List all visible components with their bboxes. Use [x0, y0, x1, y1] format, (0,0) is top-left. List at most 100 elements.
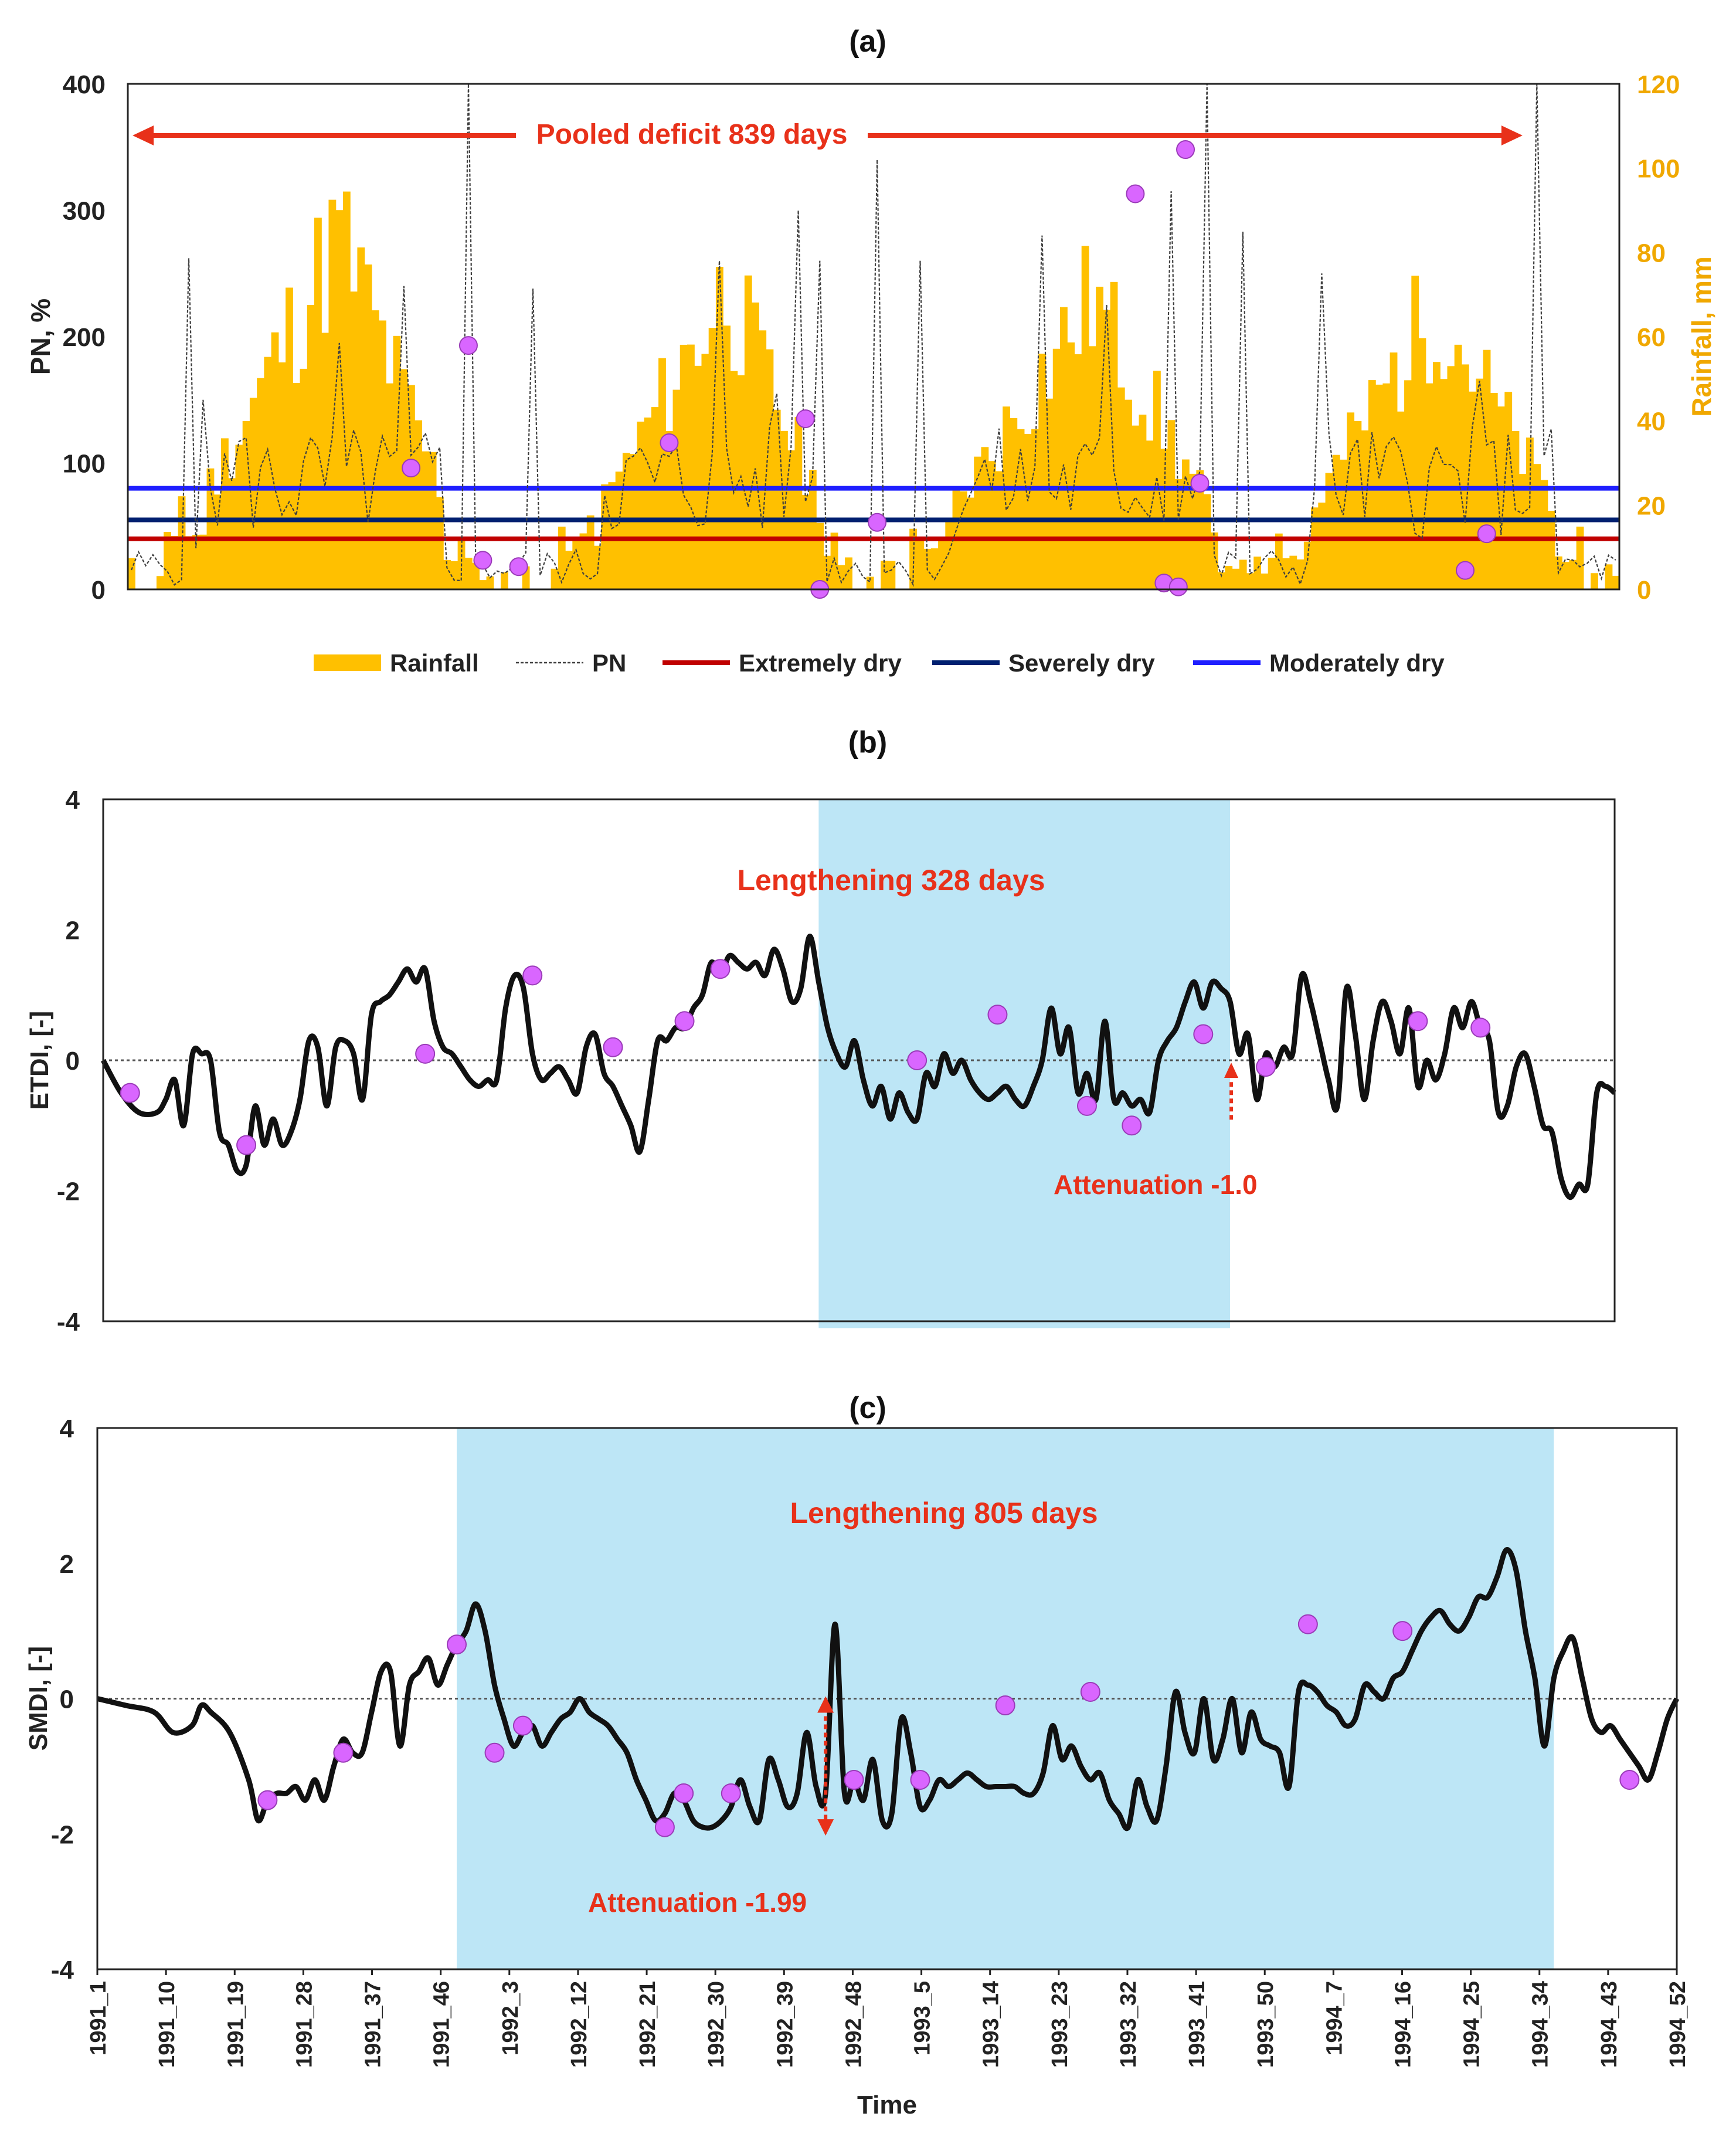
etdi-tick-label: 4	[66, 786, 80, 815]
rainfall-bar	[192, 535, 200, 589]
smdi-tick-label: -2	[51, 1820, 74, 1849]
legend-item-moderately-dry: Moderately dry	[1193, 649, 1445, 677]
etdi-marker	[1256, 1057, 1276, 1077]
rainfall-bar	[335, 210, 344, 589]
rainfall-bar	[1096, 286, 1103, 589]
etdi-marker	[907, 1050, 928, 1070]
rainfall-bar	[1483, 350, 1491, 589]
rainfall-bar	[1232, 568, 1240, 589]
rainfall-bar	[938, 538, 946, 589]
rainfall-bar	[1591, 573, 1598, 589]
etdi-marker	[236, 1135, 257, 1155]
time-tick-label: 1993_41	[1185, 1981, 1210, 2068]
rainfall-tick-label: 120	[1637, 70, 1680, 99]
time-tick-label: 1991_1	[86, 1981, 111, 2055]
rainfall-bar	[1174, 479, 1183, 589]
smdi-tick-label: 2	[60, 1550, 74, 1579]
rainfall-bar	[551, 568, 559, 589]
etdi-marker	[674, 1011, 695, 1032]
rainfall-bar	[1139, 415, 1147, 589]
rainfall-bar	[1038, 354, 1047, 589]
rainfall-bar	[974, 456, 982, 589]
rainfall-bar	[357, 247, 365, 589]
panel-a-label: (a)	[849, 25, 886, 59]
rainfall-bar	[271, 332, 279, 589]
rainfall-bar	[801, 494, 810, 589]
etdi-tick-label: -4	[57, 1308, 80, 1337]
rainfall-bar	[1181, 459, 1190, 589]
smdi-marker	[333, 1742, 354, 1763]
rainfall-bar	[1440, 379, 1448, 589]
rainfall-bar	[1218, 572, 1225, 589]
smdi-axis-label: SMDI, [-]	[24, 1646, 53, 1751]
rainfall-bar	[1569, 559, 1577, 589]
pn-tick-label: 100	[63, 450, 106, 479]
rainfall-bar	[342, 191, 351, 589]
rainfall-bar	[651, 407, 659, 589]
rainfall-bar	[1533, 464, 1541, 589]
etdi-markers	[120, 959, 1491, 1155]
rainfall-bar	[830, 532, 838, 589]
rainfall-bar	[1318, 503, 1326, 589]
smdi-lengthening-label: Lengthening 805 days	[790, 1497, 1098, 1529]
rainfall-bar	[766, 349, 774, 589]
rainfall-bar	[486, 576, 494, 589]
time-tick-label: 1992_12	[567, 1981, 592, 2068]
pn-line	[131, 83, 1616, 587]
rainfall-bar	[242, 420, 250, 589]
time-tick-label: 1992_3	[498, 1981, 523, 2055]
rainfall-bar	[400, 369, 408, 589]
rainfall-bar	[286, 287, 293, 589]
panel-c-label: (c)	[849, 1391, 886, 1425]
rainfall-bar	[995, 471, 1003, 589]
rainfall-bar	[1167, 420, 1176, 589]
legend-label: Moderately dry	[1269, 649, 1445, 677]
smdi-attenuation-label: Attenuation -1.99	[588, 1887, 807, 1918]
rainfall-bar	[479, 580, 487, 589]
etdi-attenuation-arrow	[1224, 1063, 1239, 1120]
rainfall-bar	[1354, 420, 1362, 589]
rainfall-bar	[579, 533, 587, 589]
rainfall-bar	[1017, 429, 1025, 589]
rainfall-bar	[723, 325, 731, 589]
rainfall-bar	[608, 482, 616, 589]
rainfall-bar	[1189, 473, 1197, 589]
rainfall-bar	[156, 576, 164, 589]
smdi-marker	[654, 1817, 675, 1837]
rainfall-bar	[1303, 541, 1312, 589]
pn-axis-ticks: 0 100 200 300 400	[63, 70, 106, 605]
etdi-tick-label: 0	[66, 1047, 80, 1076]
smdi-marker	[674, 1783, 694, 1804]
smdi-marker	[1297, 1614, 1318, 1634]
rainfall-bar	[1518, 474, 1527, 589]
rainfall-bar	[1289, 555, 1297, 589]
smdi-attenuation-arrow	[817, 1696, 834, 1836]
rainfall-bar	[328, 199, 337, 589]
pn-axis-label: PN, %	[25, 298, 56, 375]
rainfall-bar	[314, 218, 322, 589]
etdi-marker	[120, 1083, 140, 1103]
rainfall-bar	[501, 572, 508, 589]
rainfall-bar	[1081, 246, 1089, 589]
pooled-deficit-arrowhead-left	[133, 125, 154, 145]
rainfall-bar	[988, 461, 996, 589]
rainfall-bar	[881, 561, 889, 589]
time-tick-label: 1991_19	[223, 1981, 248, 2068]
rainfall-bar	[744, 275, 752, 589]
etdi-marker	[522, 965, 543, 986]
time-tick-label: 1991_37	[361, 1981, 386, 2068]
rainfall-bar	[687, 344, 695, 589]
rainfall-bar	[1132, 425, 1140, 589]
rainfall-bar	[443, 559, 451, 589]
time-tick-label: 1991_10	[155, 1981, 179, 2068]
legend-item-extremely-dry: Extremely dry	[663, 649, 902, 677]
pn-markers	[402, 140, 1496, 599]
smdi-marker	[910, 1769, 930, 1790]
time-tick-label: 1993_5	[911, 1981, 935, 2055]
rainfall-bar	[1497, 406, 1505, 589]
smdi-marker	[257, 1790, 278, 1810]
panel-b-label: (b)	[848, 725, 887, 759]
rainfall-axis-label: Rainfall, mm	[1686, 256, 1717, 417]
